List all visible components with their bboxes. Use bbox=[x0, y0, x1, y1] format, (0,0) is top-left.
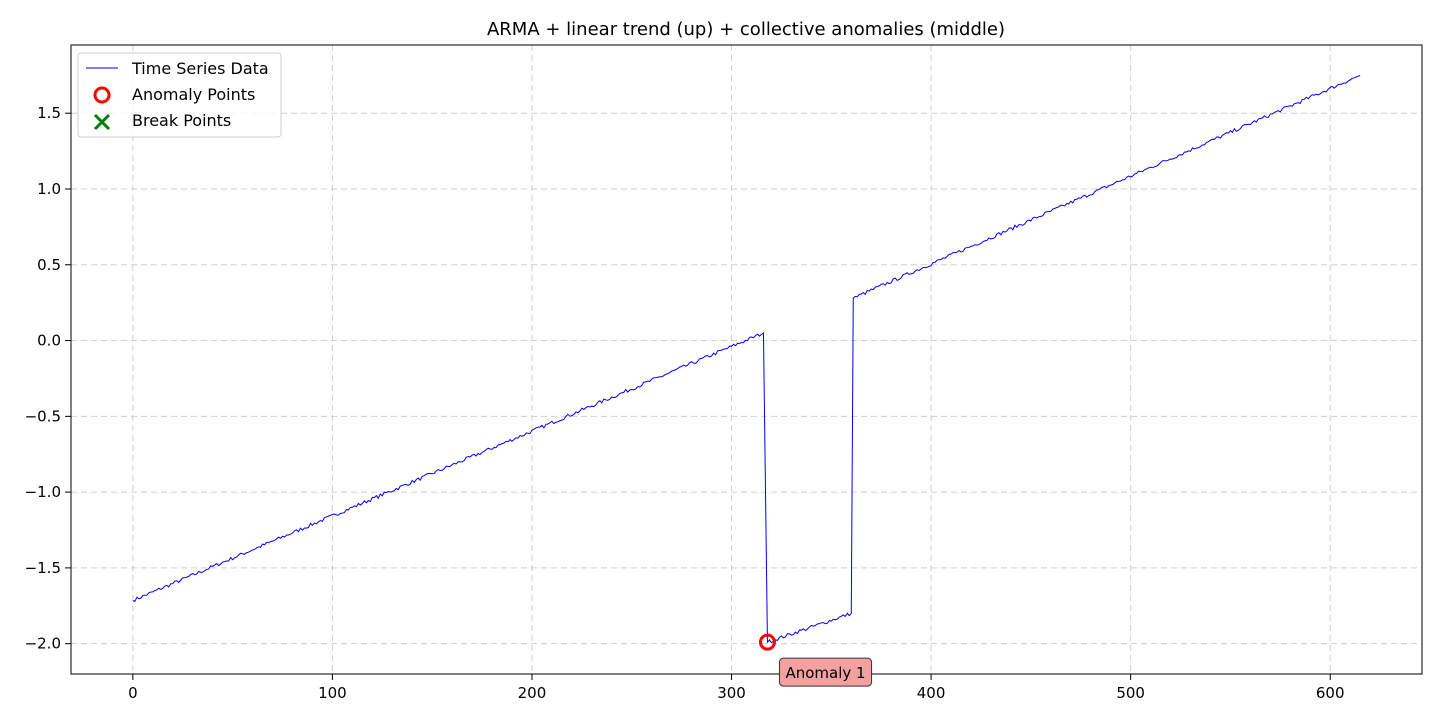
anomaly-point-marker bbox=[758, 633, 776, 651]
series-layer bbox=[132, 74, 1361, 644]
y-tick-label: 1.5 bbox=[37, 104, 61, 122]
legend: Time Series Data Anomaly Points Break Po… bbox=[77, 52, 282, 138]
legend-box bbox=[77, 52, 282, 138]
legend-label-break: Break Points bbox=[132, 111, 231, 130]
marker-layer bbox=[758, 633, 776, 651]
y-tick-label: 0.5 bbox=[37, 256, 61, 274]
y-axis-ticks: −2.0 −1.5 −1.0 −0.5 0.0 0.5 1.0 1.5 bbox=[25, 104, 71, 653]
annotation-text: Anomaly 1 bbox=[785, 664, 865, 682]
legend-label-series: Time Series Data bbox=[131, 59, 269, 78]
annotation-layer: Anomaly 1 bbox=[778, 657, 873, 687]
legend-anomaly-marker bbox=[93, 86, 111, 104]
x-tick-label: 0 bbox=[128, 684, 138, 702]
grid-lines bbox=[71, 45, 1422, 674]
x-tick-label: 300 bbox=[717, 684, 746, 702]
x-tick-label: 400 bbox=[917, 684, 946, 702]
legend-break-marker bbox=[93, 113, 111, 131]
y-tick-label: 0.0 bbox=[37, 332, 61, 350]
x-tick-label: 600 bbox=[1316, 684, 1345, 702]
plot-frame bbox=[70, 44, 1423, 675]
y-tick-label: −1.5 bbox=[25, 559, 61, 577]
legend-label-anomaly: Anomaly Points bbox=[132, 85, 255, 104]
y-tick-label: −0.5 bbox=[25, 407, 61, 425]
annotation-anomaly-label: Anomaly 1 bbox=[778, 657, 873, 687]
annotation-box bbox=[778, 657, 873, 687]
x-axis-ticks: 0 100 200 300 400 500 600 bbox=[128, 674, 1345, 702]
x-tick-label: 100 bbox=[318, 684, 347, 702]
x-tick-label: 200 bbox=[518, 684, 547, 702]
chart-title: ARMA + linear trend (up) + collective an… bbox=[487, 19, 1005, 40]
y-tick-label: 1.0 bbox=[37, 180, 61, 198]
y-tick-label: −1.0 bbox=[25, 483, 61, 501]
series-line-time-series-data bbox=[132, 74, 1361, 644]
x-tick-label: 500 bbox=[1116, 684, 1145, 702]
y-tick-label: −2.0 bbox=[25, 635, 61, 653]
